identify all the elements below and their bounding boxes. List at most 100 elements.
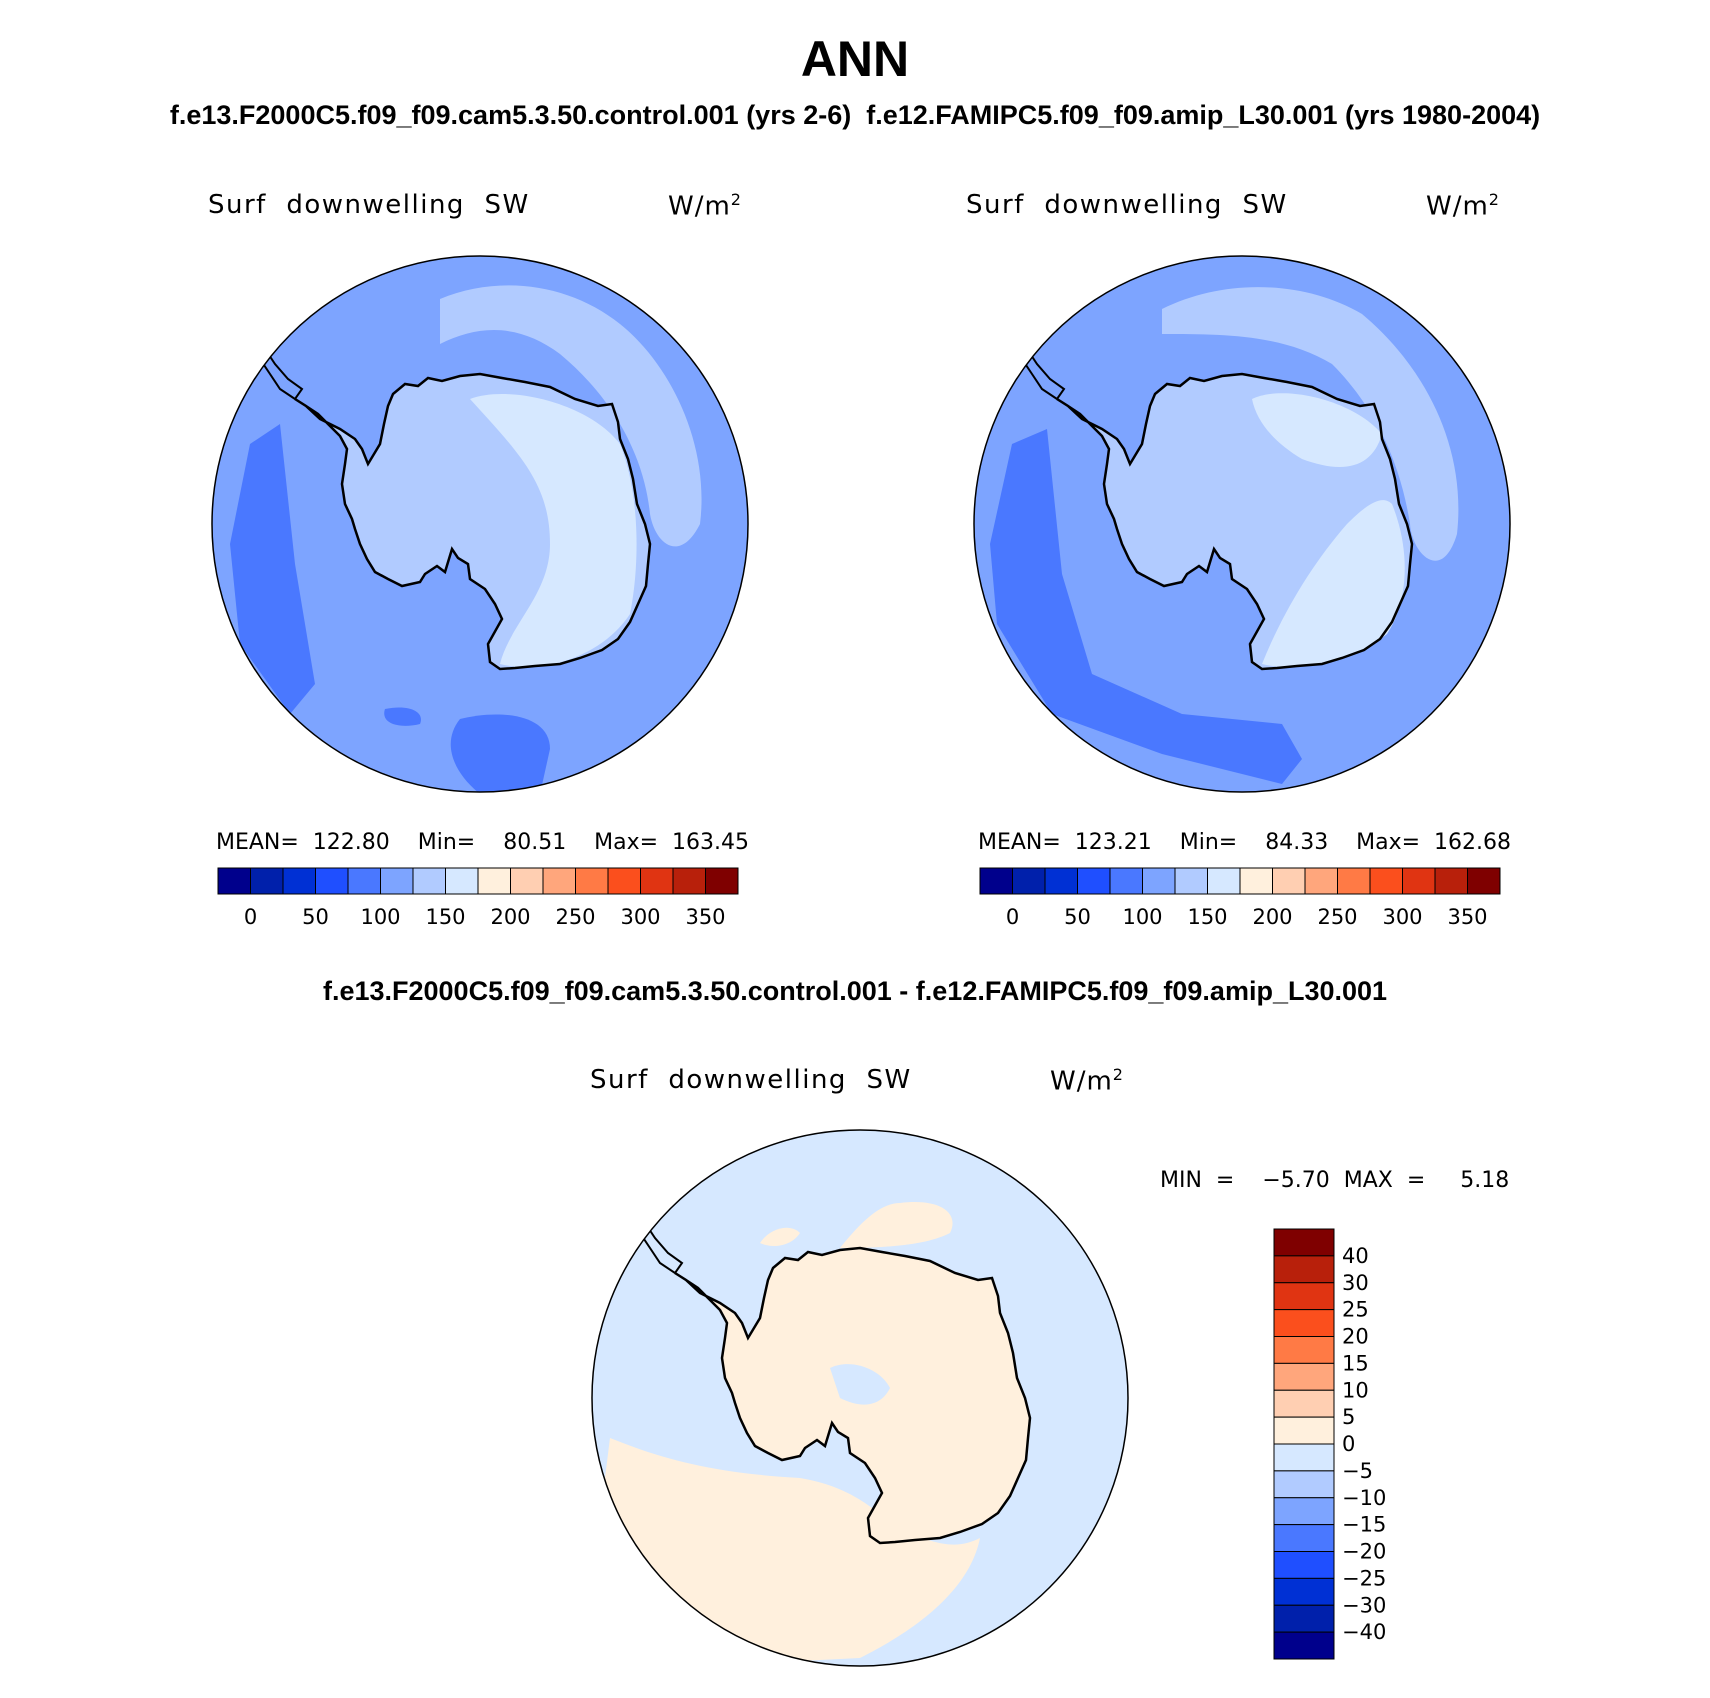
panel2-map-border bbox=[973, 255, 1511, 793]
panel2-colorbar-swatch bbox=[1109, 867, 1143, 895]
diff-colorbar-tick-label: 5 bbox=[1342, 1405, 1355, 1429]
panel2-darkregion bbox=[990, 429, 1302, 784]
diff-colorbar-swatch bbox=[1273, 1336, 1335, 1364]
panel1-darkregion-south bbox=[450, 714, 550, 792]
panel2-variable-label: Surf downwelling SW bbox=[966, 190, 1288, 220]
diff-colorbar-tick-label: 10 bbox=[1342, 1378, 1369, 1402]
panel2-stats: MEAN= 123.21 Min= 84.33 Max= 162.68 bbox=[978, 830, 1512, 855]
panel1-colorbar-tick-label: 250 bbox=[555, 905, 595, 929]
panel2-colorbar-swatch bbox=[1174, 867, 1208, 895]
diff-colorbar-swatch bbox=[1273, 1282, 1335, 1311]
diff-colorbar-swatch bbox=[1273, 1551, 1335, 1579]
panel1-unit: W/m2 bbox=[668, 190, 742, 222]
diff-colorbar-tick-label: 30 bbox=[1342, 1271, 1369, 1295]
diff-colorbar-swatch bbox=[1273, 1362, 1335, 1391]
diff-region-north bbox=[840, 1202, 953, 1248]
panel1-darkregion-west bbox=[230, 424, 315, 714]
panel1-map-border bbox=[211, 255, 749, 793]
panel2-colorbar-swatch bbox=[1434, 867, 1468, 895]
panel1-colorbar-swatch bbox=[445, 867, 479, 895]
panel1-colorbar: 0 50 100 150 200 250 300 350 bbox=[217, 867, 739, 929]
diff-colorbar-swatch bbox=[1273, 1470, 1335, 1499]
panel2-colorbar-swatch bbox=[1142, 867, 1176, 895]
diff-colorbar-swatch bbox=[1273, 1631, 1335, 1660]
panel1-stats: MEAN= 122.80 Min= 80.51 Max= 163.45 bbox=[216, 830, 750, 855]
panel1-colorbar-swatch bbox=[217, 867, 251, 895]
panel2-colorbar-swatch bbox=[1077, 867, 1111, 895]
panel1-colorbar-swatch bbox=[705, 867, 739, 895]
diff-colorbar-swatch bbox=[1273, 1443, 1335, 1472]
diff-colorbar-tick-label: 40 bbox=[1342, 1244, 1369, 1268]
panel2-colorbar-swatch bbox=[1044, 867, 1078, 895]
panel2-colorbar-tick-label: 200 bbox=[1252, 905, 1292, 929]
panel2-lightband bbox=[1162, 287, 1459, 561]
diff-colorbar-tick-label: −30 bbox=[1342, 1593, 1386, 1617]
panel2-plateau-east bbox=[1262, 500, 1405, 668]
panel2-colorbar-tick-label: 0 bbox=[1006, 905, 1019, 929]
panel2-colorbar-tick-label: 300 bbox=[1382, 905, 1422, 929]
diff-colorbar-swatch bbox=[1273, 1309, 1335, 1337]
panel1-colorbar-tick-label: 100 bbox=[360, 905, 400, 929]
panel1-colorbar-swatch bbox=[250, 867, 284, 895]
diff-colorbar-swatch bbox=[1273, 1255, 1335, 1284]
panel1-colorbar-swatch bbox=[412, 867, 446, 895]
panel1-colorbar-swatch bbox=[542, 867, 576, 895]
diff-inland-cool bbox=[830, 1364, 890, 1405]
panel1-colorbar-tick-label: 50 bbox=[302, 905, 329, 929]
panel2-colorbar-swatch bbox=[1337, 867, 1371, 895]
panel1-colorbar-swatch bbox=[347, 867, 381, 895]
panel2-colorbar-swatch bbox=[1402, 867, 1436, 895]
diff-colorbar-swatch bbox=[1273, 1604, 1335, 1633]
figure-title: ANN bbox=[800, 31, 910, 87]
panel1-colorbar-swatch bbox=[672, 867, 706, 895]
panel1-colorbar-swatch bbox=[607, 867, 641, 895]
panel2-colorbar: 0 50 100 150 200 250 300 350 bbox=[979, 867, 1501, 929]
panel2-colorbar-tick-label: 50 bbox=[1064, 905, 1091, 929]
panel1-colorbar-swatch bbox=[575, 867, 609, 895]
panel1-plateau-high bbox=[470, 394, 637, 667]
panel2-colorbar-tick-label: 100 bbox=[1122, 905, 1162, 929]
panel1-colorbar-tick-label: 150 bbox=[425, 905, 465, 929]
panel2-colorbar-tick-label: 150 bbox=[1187, 905, 1227, 929]
diff-polar-map bbox=[591, 1129, 1129, 1667]
panel2-colorbar-swatch bbox=[1369, 867, 1403, 895]
panel1-darkregion-small bbox=[384, 707, 421, 726]
panel1-colorbar-tick-label: 0 bbox=[244, 905, 257, 929]
diff-colorbar-swatch bbox=[1273, 1497, 1335, 1526]
panel1-colorbar-tick-label: 200 bbox=[490, 905, 530, 929]
panel1-colorbar-swatch bbox=[315, 867, 349, 895]
panel2-plateau-north bbox=[1252, 393, 1382, 467]
diff-colorbar-tick-label: −25 bbox=[1342, 1566, 1386, 1590]
figure-subtitle: f.e13.F2000C5.f09_f09.cam5.3.50.control.… bbox=[169, 100, 1541, 130]
panel2-unit: W/m2 bbox=[1426, 190, 1500, 222]
panel1-colorbar-swatch bbox=[510, 867, 544, 895]
panel1-colorbar-swatch bbox=[282, 867, 316, 895]
panel2-colorbar-swatch bbox=[979, 867, 1013, 895]
diff-colorbar-tick-label: −10 bbox=[1342, 1486, 1386, 1510]
panel1-lightband bbox=[440, 285, 702, 547]
diff-colorbar-tick-label: 0 bbox=[1342, 1432, 1355, 1456]
diff-colorbar-tick-label: −40 bbox=[1342, 1620, 1386, 1644]
panel1-variable-label: Surf downwelling SW bbox=[208, 190, 530, 220]
panel1-colorbar-tick-label: 350 bbox=[685, 905, 725, 929]
panel1-colorbar-tick-label: 300 bbox=[620, 905, 660, 929]
diff-colorbar-swatch bbox=[1273, 1577, 1335, 1606]
diff-colorbar-swatch bbox=[1273, 1228, 1335, 1257]
panel1-polar-map bbox=[211, 255, 749, 793]
panel2-colorbar-swatch bbox=[1272, 867, 1306, 895]
diff-unit: W/m2 bbox=[1050, 1065, 1124, 1097]
diff-colorbar-tick-label: −20 bbox=[1342, 1540, 1386, 1564]
diff-colorbar-swatch bbox=[1273, 1389, 1335, 1418]
panel2-colorbar-swatch bbox=[1304, 867, 1338, 895]
panel2-colorbar-swatch bbox=[1239, 867, 1273, 895]
diff-colorbar-tick-label: 20 bbox=[1342, 1325, 1369, 1349]
panel1-colorbar-swatch bbox=[640, 867, 674, 895]
diff-colorbar-tick-label: 15 bbox=[1342, 1351, 1369, 1375]
panel2-colorbar-swatch bbox=[1207, 867, 1241, 895]
panel2-colorbar-swatch bbox=[1012, 867, 1046, 895]
panel2-polar-map bbox=[973, 255, 1511, 793]
panel2-colorbar-tick-label: 250 bbox=[1317, 905, 1357, 929]
diff-colorbar-tick-label: 25 bbox=[1342, 1298, 1369, 1322]
diff-colorbar-swatch bbox=[1273, 1416, 1335, 1445]
